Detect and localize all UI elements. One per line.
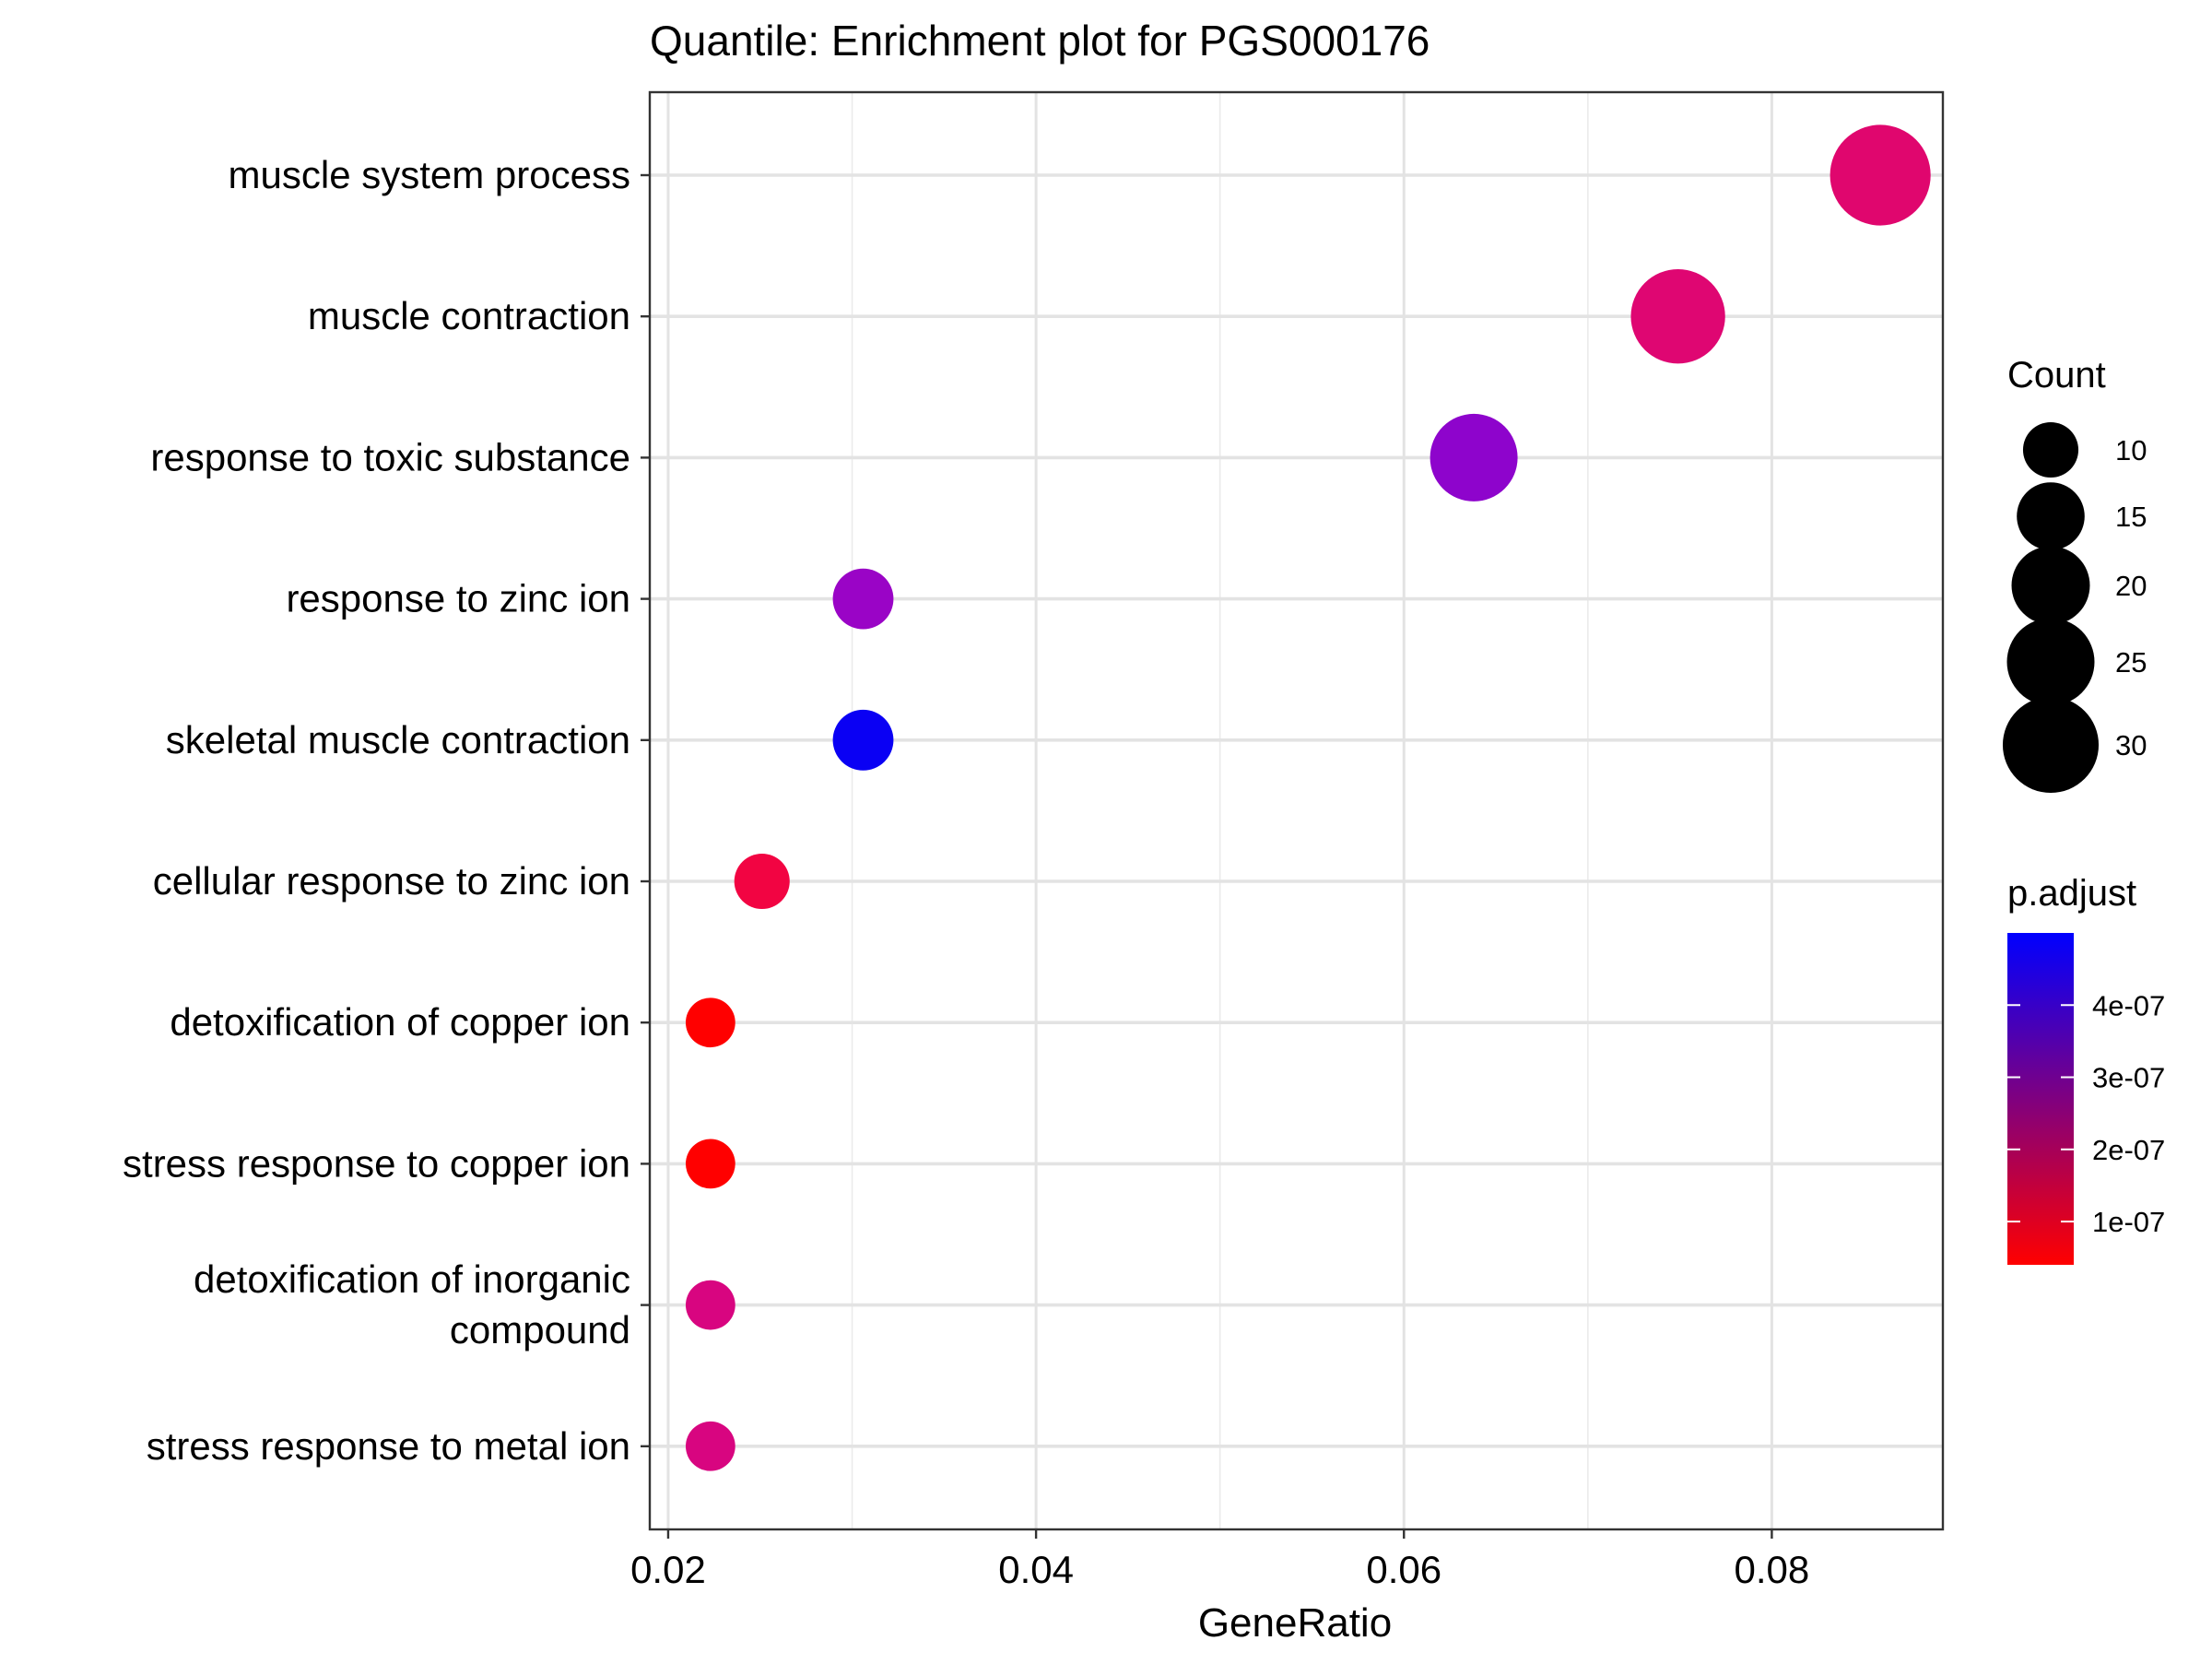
p-adjust-legend-label: 3e-07 (2092, 1062, 2165, 1094)
data-point (832, 709, 894, 771)
category-label: skeletal muscle contraction (166, 718, 630, 761)
category-label: stress response to metal ion (147, 1424, 630, 1468)
count-legend-key (2002, 696, 2100, 794)
count-legend-label: 10 (2115, 434, 2147, 466)
p-adjust-legend-label: 4e-07 (2092, 989, 2165, 1021)
x-axis-title: GeneRatio (1198, 1600, 1392, 1646)
data-point (1630, 269, 1725, 364)
category-label: cellular response to zinc ion (153, 859, 630, 903)
category-label: response to zinc ion (286, 577, 630, 620)
p-adjust-legend-label: 2e-07 (2092, 1134, 2165, 1166)
category-label: compound (450, 1308, 630, 1351)
plot-border (648, 90, 1945, 1531)
data-point (734, 853, 790, 910)
count-legend-key (2006, 618, 2095, 706)
data-point (685, 1421, 735, 1471)
plot-background (650, 92, 1943, 1529)
data-point (1430, 413, 1518, 502)
count-legend-key (2011, 546, 2090, 625)
p-adjust-legend-label: 1e-07 (2092, 1206, 2165, 1238)
category-label: detoxification of copper ion (170, 1000, 630, 1044)
data-point (832, 568, 894, 630)
count-legend-key (2017, 482, 2085, 550)
p-adjust-legend-title: p.adjust (2007, 873, 2136, 914)
x-tick-label: 0.04 (998, 1548, 1074, 1591)
count-legend: Count 10 15 20 25 30 (2002, 355, 2147, 794)
x-tick-label: 0.02 (630, 1548, 706, 1591)
category-label: detoxification of inorganic (194, 1257, 630, 1301)
chart-title: Quantile: Enrichment plot for PGS000176 (650, 17, 1430, 65)
p-adjust-colorbar (2007, 933, 2074, 1265)
count-legend-title: Count (2007, 355, 2106, 395)
category-label: response to toxic substance (150, 435, 630, 478)
category-label: muscle contraction (308, 294, 630, 337)
count-legend-label: 25 (2115, 646, 2147, 679)
count-legend-key (2022, 421, 2079, 478)
count-legend-label: 20 (2115, 570, 2147, 602)
data-point (685, 1280, 735, 1330)
plot-area: muscle system process muscle contraction r… (123, 90, 1945, 1591)
data-point (685, 1139, 735, 1189)
count-legend-label: 30 (2115, 729, 2147, 761)
p-adjust-legend: p.adjust 1e-07 2e-07 3e-07 4e-07 (2007, 873, 2165, 1265)
x-tick-label: 0.08 (1735, 1548, 1810, 1591)
count-legend-label: 15 (2115, 501, 2147, 533)
x-tick-label: 0.06 (1366, 1548, 1441, 1591)
category-label: stress response to copper ion (123, 1141, 630, 1185)
category-label: muscle system process (229, 153, 630, 196)
data-point (1830, 124, 1931, 226)
data-point (685, 997, 735, 1048)
